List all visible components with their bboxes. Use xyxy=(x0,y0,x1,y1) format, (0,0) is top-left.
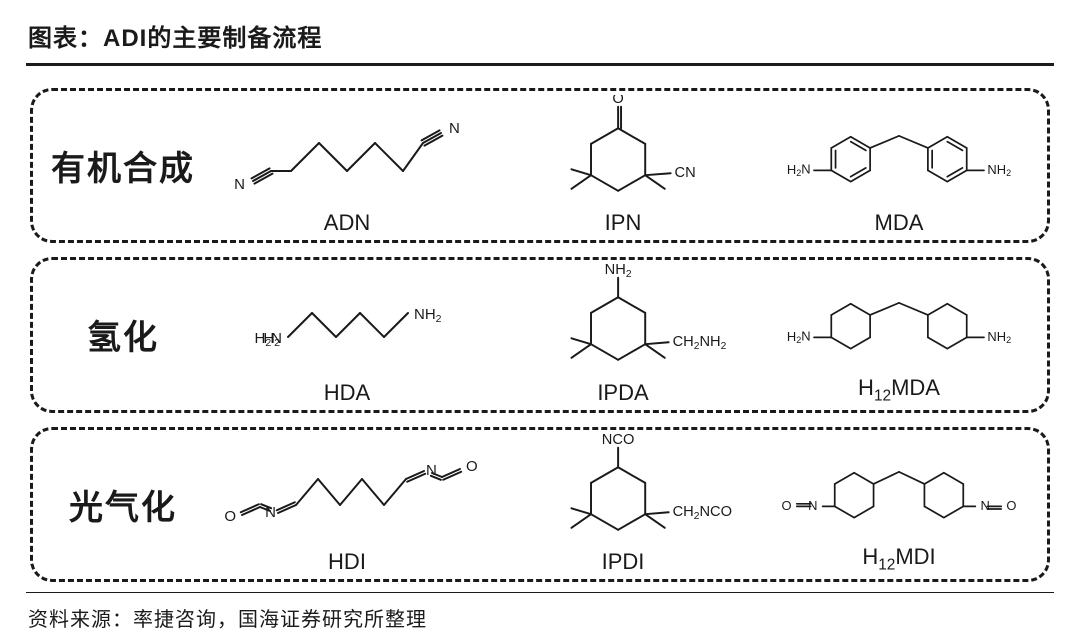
svg-text:O: O xyxy=(224,508,236,525)
svg-text:CH2NCO: CH2NCO xyxy=(673,504,732,522)
molecule-structure-hda: H2NH2NH2 xyxy=(209,264,485,381)
svg-text:N: N xyxy=(981,498,990,513)
process-row-2: 光气化NONOHDINCOCH2NCOIPDINONOH12MDI xyxy=(30,427,1050,582)
figure-source: 资料来源：率捷咨询，国海证券研究所整理 xyxy=(26,592,1054,632)
molecule-structure-h12mda: H2N NH2 xyxy=(761,264,1037,377)
svg-text:O: O xyxy=(612,95,623,107)
svg-text:CN: CN xyxy=(675,165,696,181)
process-row-cells: NNADNOCNIPNH2NNH2MDA xyxy=(209,95,1037,236)
svg-text:CH2NH2: CH2NH2 xyxy=(673,334,727,352)
figure-container: 图表：ADI的主要制备流程 有机合成NNADNOCNIPNH2NNH2MDA氢化… xyxy=(0,0,1080,640)
molecule-label: HDA xyxy=(324,382,370,406)
chart-area: 有机合成NNADNOCNIPNH2NNH2MDA氢化H2NH2NH2HDANH2… xyxy=(26,66,1054,592)
svg-text:O: O xyxy=(1006,498,1016,513)
process-row-1: 氢化H2NH2NH2HDANH2CH2NH2IPDAH2NNH2H12MDA xyxy=(30,257,1050,412)
molecule-label: IPDA xyxy=(597,382,648,406)
process-row-label: 光气化 xyxy=(37,434,209,575)
molecule-label: H12MDI xyxy=(862,546,935,575)
molecule-label: H12MDA xyxy=(858,377,940,406)
process-row-label: 氢化 xyxy=(37,264,209,405)
molecule-structure-mda: H2N NH2 xyxy=(761,95,1037,212)
svg-text:N: N xyxy=(808,498,817,513)
molecule-cell: NNADN xyxy=(209,95,485,236)
molecule-label: ADN xyxy=(324,212,370,236)
molecule-cell: NH2 CH2NH2 IPDA xyxy=(485,264,761,405)
svg-text:N: N xyxy=(449,120,460,137)
molecule-label: IPN xyxy=(605,212,642,236)
process-row-cells: NONOHDINCOCH2NCOIPDINONOH12MDI xyxy=(209,434,1037,575)
molecule-structure-ipn: O CN xyxy=(485,95,761,212)
svg-text:O: O xyxy=(466,458,478,475)
svg-text:N: N xyxy=(234,176,245,193)
svg-text:NH2: NH2 xyxy=(414,306,442,325)
figure-title: 图表：ADI的主要制备流程 xyxy=(26,14,1054,66)
molecule-cell: H2N NH2 H12MDA xyxy=(761,264,1037,405)
molecule-cell: NONOHDI xyxy=(209,434,485,575)
process-row-cells: H2NH2NH2HDANH2CH2NH2IPDAH2NNH2H12MDA xyxy=(209,264,1037,405)
svg-text:H2N: H2N xyxy=(787,161,811,177)
process-row-0: 有机合成NNADNOCNIPNH2NNH2MDA xyxy=(30,88,1050,243)
molecule-cell: N O N O H12MDI xyxy=(761,434,1037,575)
svg-text:H2N: H2N xyxy=(787,328,811,344)
process-row-label: 有机合成 xyxy=(37,95,209,236)
svg-text:NCO: NCO xyxy=(602,434,635,448)
molecule-structure-adn: NN xyxy=(209,95,485,212)
molecule-structure-ipda: NH2 CH2NH2 xyxy=(485,264,761,381)
molecule-cell: H2NH2NH2HDA xyxy=(209,264,485,405)
molecule-structure-ipdi: NCO CH2NCO xyxy=(485,434,761,551)
svg-text:O: O xyxy=(782,498,792,513)
molecule-structure-h12mdi: NONO xyxy=(761,434,1037,547)
molecule-label: HDI xyxy=(328,551,366,575)
svg-text:NH2: NH2 xyxy=(605,264,632,279)
molecule-label: IPDI xyxy=(602,551,645,575)
svg-text:NH2: NH2 xyxy=(987,328,1011,344)
molecule-cell: H2N NH2 MDA xyxy=(761,95,1037,236)
svg-text:NH2: NH2 xyxy=(987,161,1011,177)
molecule-structure-hdi: NONO xyxy=(209,434,485,551)
molecule-label: MDA xyxy=(875,212,924,236)
molecule-cell: O CN IPN xyxy=(485,95,761,236)
molecule-cell: NCO CH2NCO IPDI xyxy=(485,434,761,575)
